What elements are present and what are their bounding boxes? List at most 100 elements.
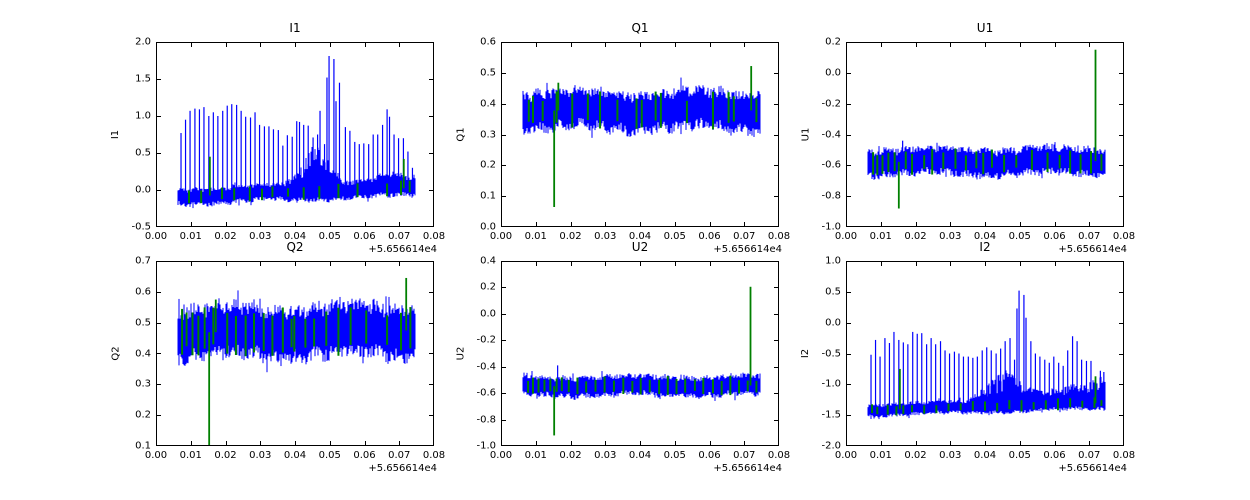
x-tick-label: 0.03 — [939, 450, 962, 461]
plot-title-i1: I1 — [289, 21, 301, 35]
x-axis-offset-label: +5.656614e4 — [368, 244, 437, 255]
x-tick-label: 0.01 — [179, 450, 202, 461]
y-tick-label: 1.0 — [825, 255, 841, 267]
y-axis-label-text: I2 — [800, 348, 812, 359]
y-axis-label-text: U2 — [455, 346, 467, 361]
y-tick-label: 0.4 — [480, 98, 496, 110]
y-tick-label: 0.2 — [825, 36, 841, 48]
x-tick-label: 0.05 — [663, 450, 686, 461]
y-tick-label: -0.4 — [821, 129, 841, 140]
subplot-u1: U1 U1 -1.0 -0.8 -0.6 -0.4 -0.2 0.0 0.2 0.00 0.0… — [788, 20, 1140, 264]
x-tick-label: 0.01 — [524, 450, 547, 461]
y-tick-label: 0.5 — [825, 286, 841, 298]
y-tick-label: 0.3 — [480, 129, 496, 140]
y-tick-label: 0.7 — [135, 255, 151, 267]
x-tick-label: 0.07 — [733, 450, 756, 461]
x-tick-label: 0.04 — [628, 450, 652, 461]
y-axis-label-i1: I1 — [108, 42, 124, 227]
plot-title-q2: Q2 — [286, 240, 304, 254]
subplot-u2: U2 U2 -1.0 -0.8 -0.6 -0.4 -0.2 0.0 0.2 0.4 0.00… — [443, 239, 795, 483]
plot-area-u2 — [501, 261, 779, 446]
y-axis-label-q1: Q1 — [453, 42, 469, 227]
x-tick-label: 0.00 — [489, 450, 513, 461]
y-tick-label: -0.6 — [476, 387, 496, 399]
plot-area-q1 — [501, 42, 779, 227]
x-tick-label: 0.03 — [594, 450, 617, 461]
x-tick-label: 0.05 — [1008, 450, 1031, 461]
plot-area-i2 — [846, 261, 1124, 446]
y-tick-label: 0.0 — [480, 221, 496, 233]
y-tick-label: 2.0 — [135, 36, 151, 48]
x-axis-offset-label: +5.656614e4 — [1058, 463, 1127, 474]
y-axis-label-text: I1 — [110, 129, 122, 140]
y-tick-label: 1.5 — [135, 73, 151, 85]
y-tick-label: 0.0 — [825, 317, 841, 329]
x-axis-offset-label: +5.656614e4 — [1058, 244, 1127, 255]
subplot-i1: I1 I1 -0.5 0.0 0.5 1.0 1.5 2.0 0.00 0.01 0.02 0.… — [98, 20, 450, 264]
y-axis-label-text: Q1 — [455, 127, 467, 142]
x-tick-label: 0.04 — [973, 450, 997, 461]
y-tick-label: -0.4 — [476, 361, 496, 373]
y-tick-label: -0.2 — [476, 334, 496, 346]
y-tick-label: 0.6 — [480, 36, 496, 48]
y-tick-label: 0.2 — [480, 159, 496, 171]
y-tick-label: 0.0 — [480, 308, 496, 320]
x-axis-offset-label: +5.656614e4 — [713, 463, 782, 474]
y-tick-label: 0.4 — [135, 348, 151, 359]
y-axis-label-i2: I2 — [798, 261, 814, 446]
y-axis-label-u2: U2 — [453, 261, 469, 446]
y-tick-label: 0.5 — [135, 147, 151, 159]
y-tick-label: -0.5 — [821, 348, 841, 359]
y-tick-label: 0.1 — [135, 440, 151, 452]
x-tick-label: 0.08 — [1112, 450, 1136, 461]
x-tick-label: 0.08 — [767, 450, 791, 461]
y-tick-label: -1.0 — [821, 221, 841, 233]
y-tick-label: 0.1 — [480, 190, 496, 202]
y-tick-label: 0.5 — [135, 317, 151, 329]
plot-title-u1: U1 — [976, 21, 994, 35]
y-axis-label-q2: Q2 — [108, 261, 124, 446]
plot-area-i1 — [156, 42, 434, 227]
subplot-q1: Q1 Q1 0.0 0.1 0.2 0.3 0.4 0.5 0.6 0.00 0.01 0.02… — [443, 20, 795, 264]
x-tick-label: 0.07 — [388, 450, 411, 461]
y-tick-label: 0.0 — [135, 184, 151, 196]
y-tick-label: -1.0 — [476, 440, 496, 452]
x-tick-label: 0.00 — [144, 450, 168, 461]
x-tick-label: 0.02 — [559, 450, 582, 461]
x-tick-label: 0.06 — [698, 450, 721, 461]
y-tick-label: -0.8 — [476, 414, 496, 426]
y-tick-label: -1.5 — [821, 409, 841, 421]
x-tick-label: 0.05 — [318, 450, 341, 461]
x-axis-offset-label: +5.656614e4 — [368, 463, 437, 474]
y-tick-label: 0.0 — [825, 67, 841, 79]
y-tick-label: -0.6 — [821, 159, 841, 171]
x-tick-label: 0.07 — [1078, 450, 1101, 461]
x-tick-label: 0.03 — [249, 450, 272, 461]
subplot-q2: Q2 Q2 0.1 0.2 0.3 0.4 0.5 0.6 0.7 0.00 0.01 0.02… — [98, 239, 450, 483]
plot-title-q1: Q1 — [631, 21, 649, 35]
plot-title-i2: I2 — [979, 240, 991, 254]
plot-title-u2: U2 — [631, 240, 649, 254]
y-tick-label: -0.2 — [821, 98, 841, 110]
x-tick-label: 0.00 — [834, 450, 858, 461]
y-axis-label-u1: U1 — [798, 42, 814, 227]
x-tick-label: 0.04 — [283, 450, 307, 461]
x-tick-label: 0.02 — [904, 450, 927, 461]
y-tick-label: 0.2 — [135, 409, 151, 421]
y-tick-label: -0.8 — [821, 190, 841, 202]
y-axis-label-text: U1 — [800, 127, 812, 142]
x-tick-label: 0.06 — [353, 450, 376, 461]
y-tick-label: 0.5 — [480, 67, 496, 79]
x-tick-label: 0.06 — [1043, 450, 1066, 461]
subplot-i2: I2 I2 -2.0 -1.5 -1.0 -0.5 0.0 0.5 1.0 0.00 0.01… — [788, 239, 1140, 483]
y-tick-label: 1.0 — [135, 110, 151, 122]
y-tick-label: -2.0 — [821, 440, 841, 452]
plot-area-u1 — [846, 42, 1124, 227]
y-tick-label: 0.2 — [480, 281, 496, 293]
x-tick-label: 0.01 — [869, 450, 892, 461]
y-tick-label: -1.0 — [821, 378, 841, 390]
y-axis-label-text: Q2 — [110, 346, 122, 361]
x-axis-offset-label: +5.656614e4 — [713, 244, 782, 255]
x-tick-label: 0.02 — [214, 450, 237, 461]
y-tick-label: 0.4 — [480, 255, 496, 267]
